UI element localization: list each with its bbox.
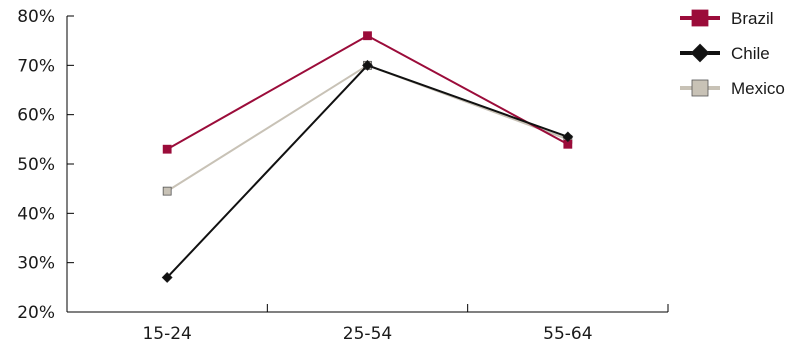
y-tick-label: 30%	[17, 254, 55, 274]
series-chile	[161, 59, 574, 283]
legend-swatch-marker	[690, 43, 710, 63]
series-brazil	[162, 31, 573, 154]
legend-item-brazil: Brazil	[680, 9, 774, 28]
series-mexico	[162, 60, 573, 196]
y-axis-ticks: 20% 30% 40% 50% 60% 70% 80%	[17, 7, 74, 323]
series-line	[166, 34, 569, 151]
data-point	[161, 272, 173, 283]
series-line	[166, 64, 569, 279]
series-line	[166, 64, 569, 192]
x-tick-label: 25-54	[343, 324, 392, 344]
data-point	[162, 186, 172, 196]
legend-swatch-marker	[691, 79, 709, 97]
data-point	[162, 144, 172, 154]
legend-label: Mexico	[731, 79, 785, 98]
chart-legend: Brazil Chile Mexico	[680, 9, 785, 98]
legend-label: Chile	[731, 44, 770, 63]
x-tick-label: 15-24	[142, 324, 191, 344]
y-tick-label: 50%	[17, 155, 55, 175]
legend-item-mexico: Mexico	[680, 79, 785, 98]
series-layer	[161, 31, 574, 283]
x-axis-ticks: 15-24 25-54 55-64	[142, 304, 669, 344]
data-point	[362, 59, 373, 71]
y-tick-label: 20%	[17, 303, 55, 323]
legend-swatch-marker	[691, 9, 709, 27]
y-tick-label: 80%	[17, 7, 55, 27]
y-tick-label: 40%	[17, 204, 55, 224]
data-point	[363, 31, 372, 41]
legend-item-chile: Chile	[680, 43, 770, 63]
y-tick-label: 70%	[17, 56, 55, 76]
data-point	[562, 131, 574, 143]
y-tick-label: 60%	[17, 106, 55, 126]
x-tick-label: 55-64	[543, 324, 592, 344]
legend-label: Brazil	[731, 9, 774, 28]
